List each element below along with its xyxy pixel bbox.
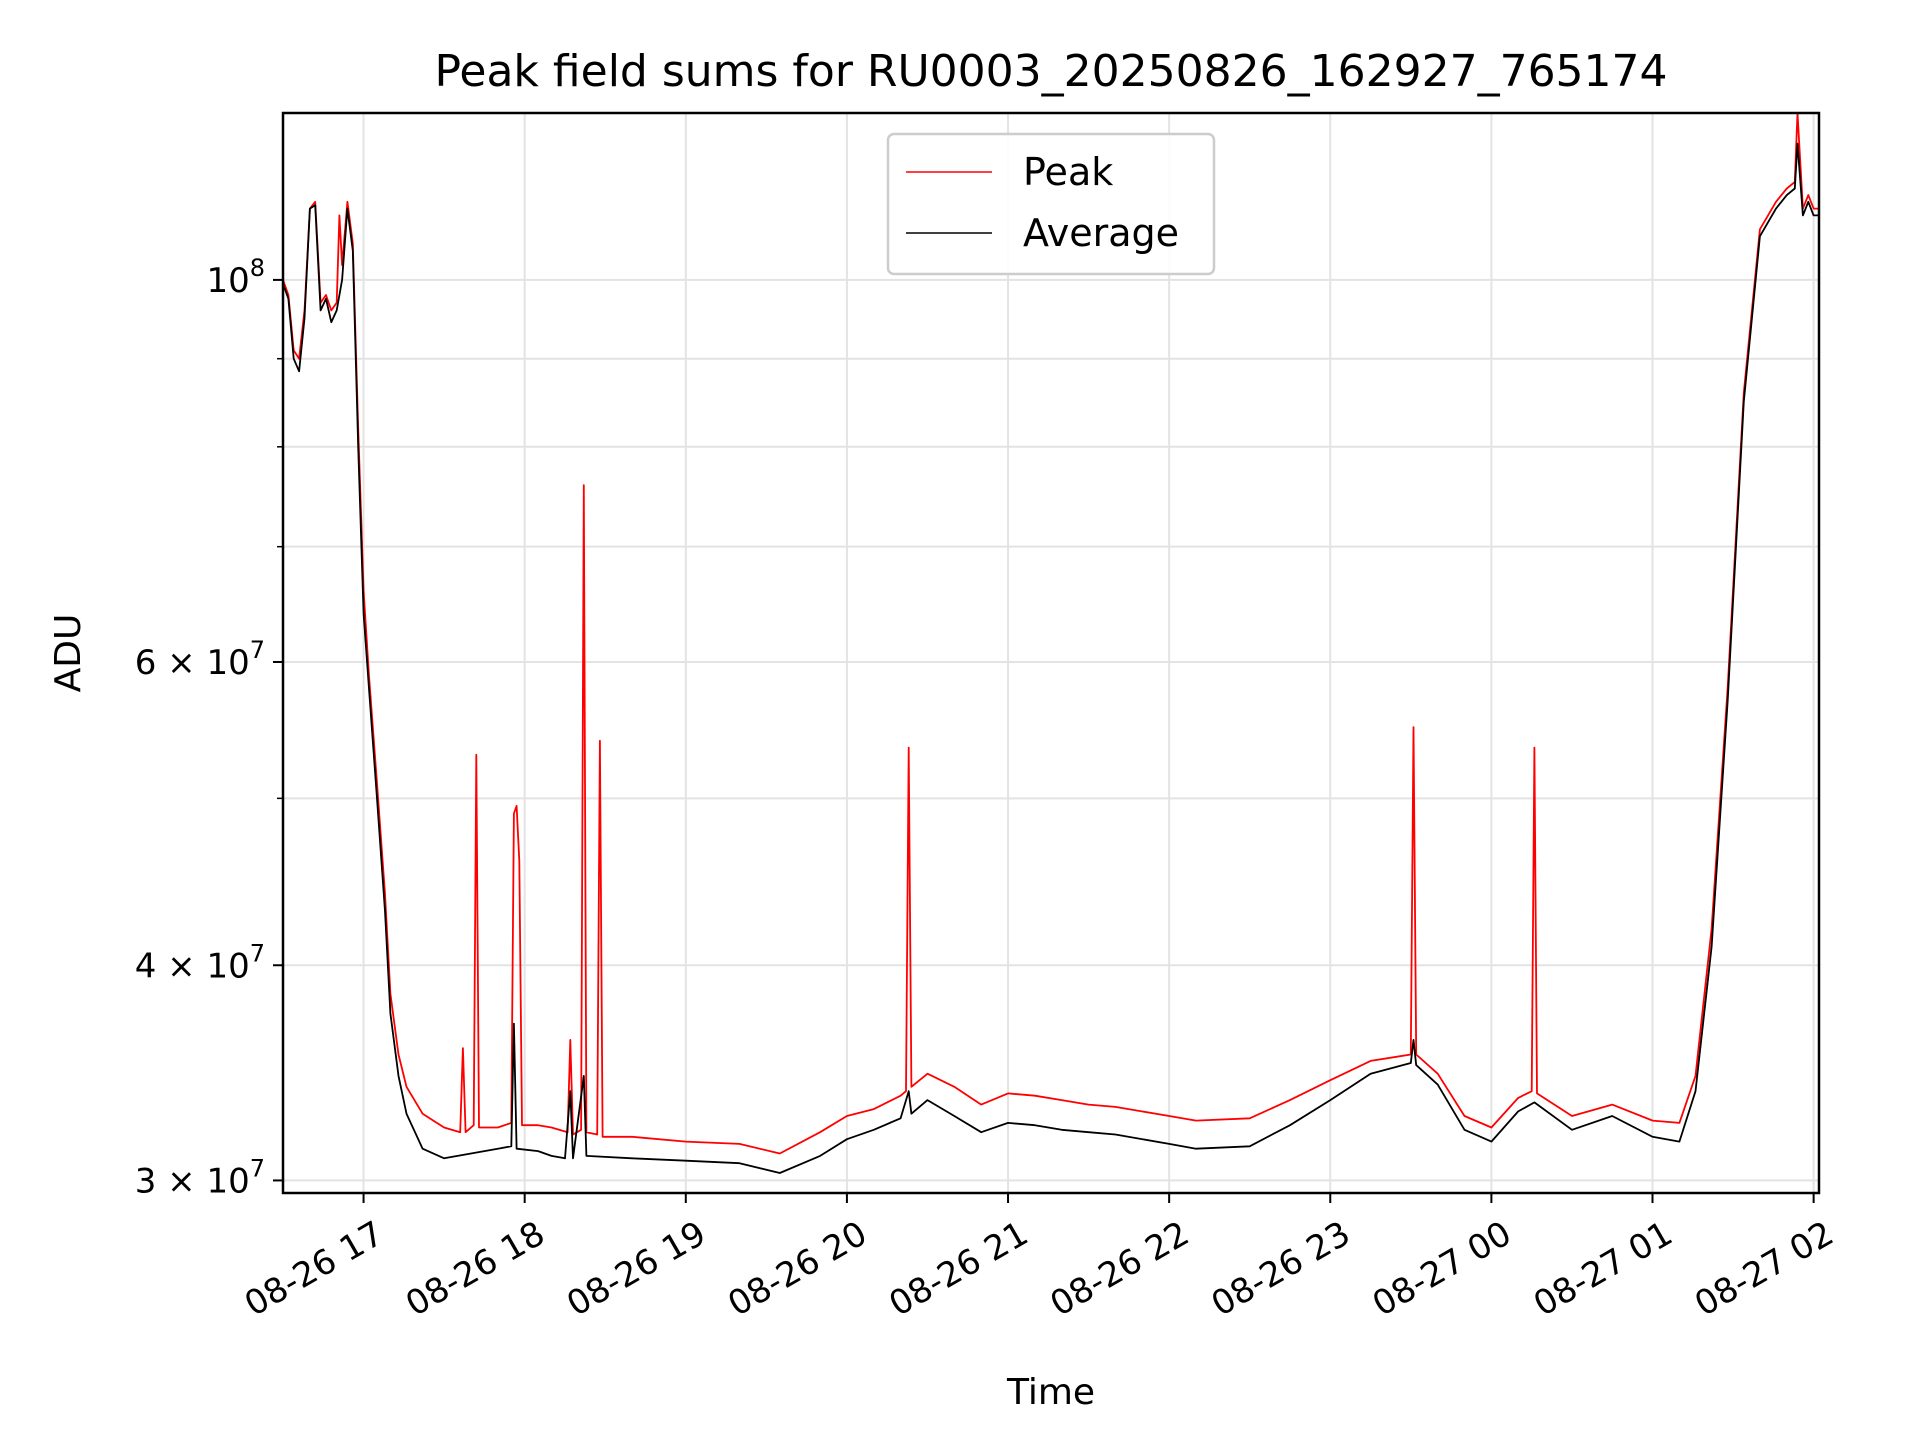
legend: Peak Average xyxy=(886,132,1216,276)
y-tick-label: 4 × 107 xyxy=(135,939,265,986)
series-layer xyxy=(282,112,1819,1174)
plot-frame xyxy=(281,111,1821,1195)
series-line-average xyxy=(282,142,1819,1174)
y-tick-label: 108 xyxy=(206,254,265,301)
grid-layer xyxy=(283,113,1819,1193)
legend-label-peak: Peak xyxy=(1023,150,1113,194)
y-tick-label: 6 × 107 xyxy=(135,636,265,683)
chart-title: Peak field sums for RU0003_20250826_1629… xyxy=(434,46,1667,97)
y-axis-label: ADU xyxy=(48,614,89,693)
x-axis-label: Time xyxy=(1006,1372,1095,1413)
legend-box xyxy=(886,132,1216,276)
legend-label-average: Average xyxy=(1023,211,1179,255)
y-tick-label: 3 × 107 xyxy=(135,1154,265,1201)
series-line-peak xyxy=(282,112,1819,1155)
